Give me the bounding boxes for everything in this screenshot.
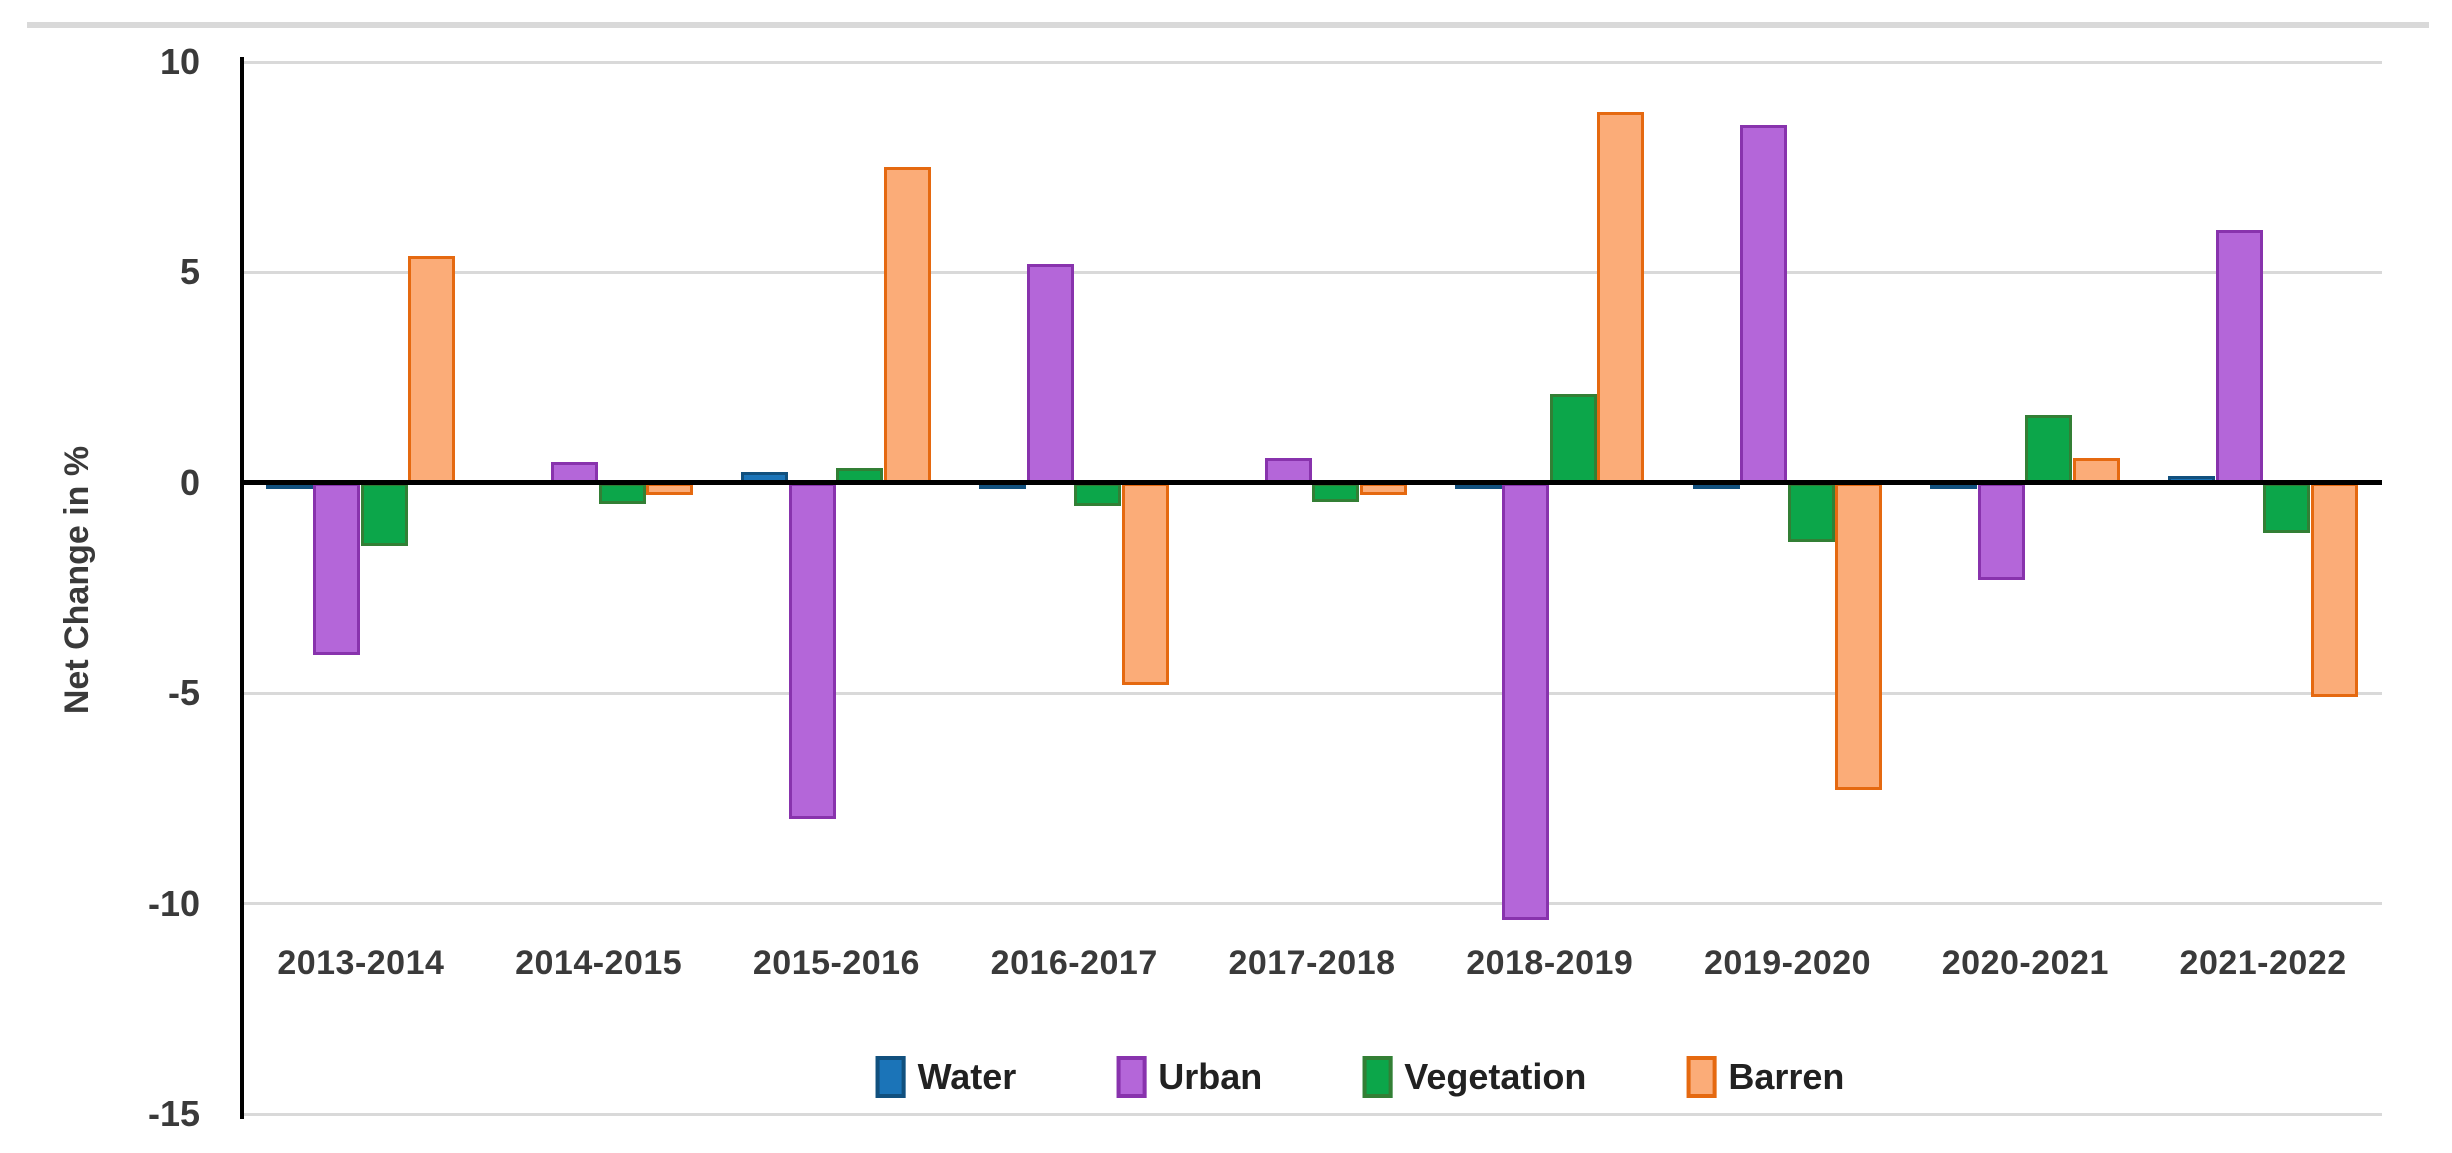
legend-swatch-vegetation xyxy=(1362,1056,1393,1098)
bar-urban-2017-2018 xyxy=(1264,457,1312,483)
bar-vegetation-2013-2014 xyxy=(360,482,408,546)
gridline--5 xyxy=(242,691,2382,695)
y-tick-label--5: -5 xyxy=(167,672,200,714)
x-axis-zero-line xyxy=(242,480,2382,486)
bar-urban-2015-2016 xyxy=(788,482,836,820)
y-tick-label--15: -15 xyxy=(147,1093,200,1134)
bar-vegetation-2018-2019 xyxy=(1549,394,1597,483)
bar-vegetation-2019-2020 xyxy=(1787,482,1835,542)
chart-border-top xyxy=(27,22,2429,28)
gridline--15 xyxy=(242,1112,2382,1116)
bar-vegetation-2014-2015 xyxy=(598,482,646,504)
bar-barren-2021-2022 xyxy=(2310,482,2358,698)
y-axis-line xyxy=(240,57,244,1119)
legend-label-urban: Urban xyxy=(1158,1056,1263,1097)
x-category-label: 2020-2021 xyxy=(1941,944,2109,982)
gridline-5 xyxy=(242,270,2382,274)
bar-vegetation-2017-2018 xyxy=(1312,482,1359,502)
y-tick-label-10: 10 xyxy=(159,41,200,82)
bar-vegetation-2016-2017 xyxy=(1074,482,1122,506)
bar-barren-2019-2020 xyxy=(1835,482,1883,790)
y-tick-label-0: 0 xyxy=(179,461,200,503)
y-tick-label-5: 5 xyxy=(179,251,200,293)
bar-barren-2016-2017 xyxy=(1121,482,1169,685)
bar-barren-2020-2021 xyxy=(2072,457,2120,483)
bar-urban-2021-2022 xyxy=(2215,230,2263,483)
legend-label-water: Water xyxy=(917,1056,1017,1097)
legend-label-barren: Barren xyxy=(1728,1056,1845,1097)
bar-urban-2020-2021 xyxy=(1977,482,2025,580)
x-category-label: 2016-2017 xyxy=(990,944,1158,982)
x-category-label: 2018-2019 xyxy=(1466,944,1634,982)
gridline--10 xyxy=(242,902,2382,906)
legend-item-urban: Urban xyxy=(1116,1056,1262,1098)
x-category-label: 2017-2018 xyxy=(1228,944,1396,982)
bar-urban-2018-2019 xyxy=(1502,482,1550,921)
x-category-label: 2013-2014 xyxy=(277,944,445,982)
legend-swatch-barren xyxy=(1686,1056,1717,1098)
bar-vegetation-2021-2022 xyxy=(2263,482,2311,534)
bar-vegetation-2020-2021 xyxy=(2025,415,2073,483)
legend-swatch-urban xyxy=(1116,1056,1147,1098)
bar-urban-2013-2014 xyxy=(313,482,361,656)
bar-barren-2015-2016 xyxy=(883,167,931,483)
legend-item-water: Water xyxy=(875,1056,1017,1098)
legend: Water Urban Vegetation Barren xyxy=(875,1056,1844,1098)
y-tick-label--10: -10 xyxy=(147,882,200,924)
bar-barren-2013-2014 xyxy=(408,255,456,483)
legend-item-vegetation: Vegetation xyxy=(1362,1056,1586,1098)
legend-swatch-water xyxy=(875,1056,906,1098)
bar-urban-2019-2020 xyxy=(1740,125,1788,483)
legend-label-vegetation: Vegetation xyxy=(1404,1056,1587,1097)
bar-urban-2016-2017 xyxy=(1026,263,1074,483)
gridline-10 xyxy=(242,60,2382,64)
x-category-label: 2015-2016 xyxy=(752,944,920,982)
legend-item-barren: Barren xyxy=(1686,1056,1844,1098)
x-category-label: 2019-2020 xyxy=(1703,944,1872,982)
bar-barren-2018-2019 xyxy=(1597,112,1645,483)
x-category-label: 2021-2022 xyxy=(2179,944,2347,982)
x-category-label: 2014-2015 xyxy=(515,944,683,982)
